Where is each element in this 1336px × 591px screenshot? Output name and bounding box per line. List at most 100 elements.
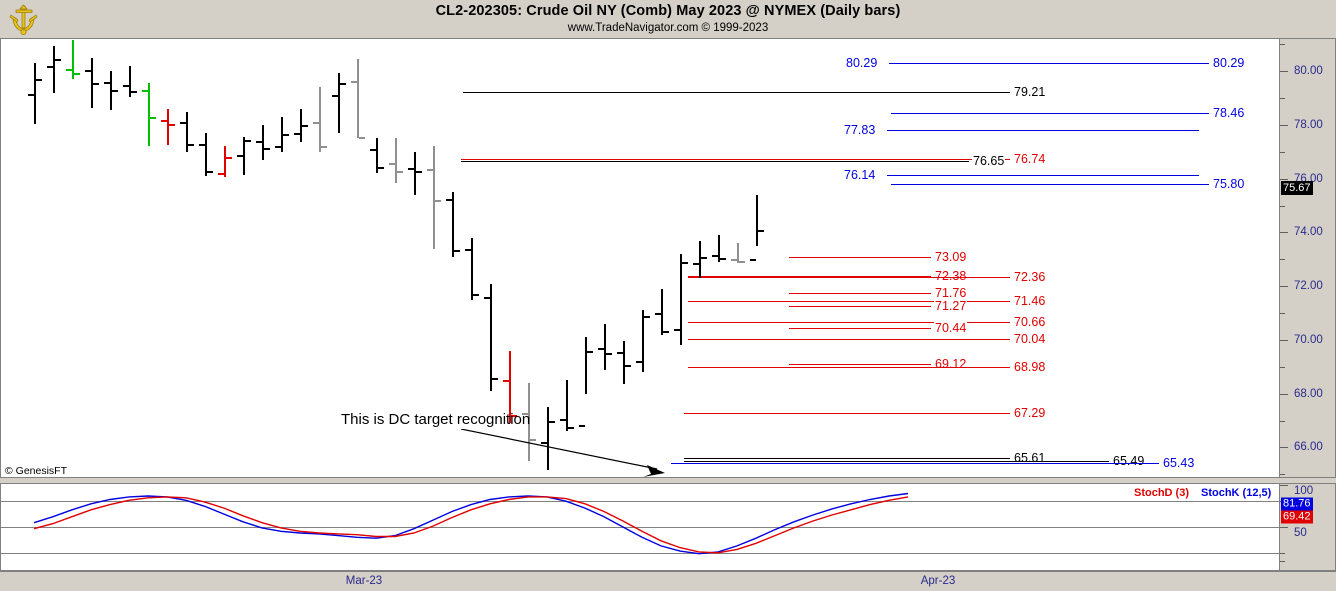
price-level-line[interactable] <box>789 292 931 294</box>
stoch-axis-label: 100 <box>1294 485 1314 497</box>
ohlc-bar[interactable] <box>186 111 188 152</box>
stoch-axis-tick <box>1280 485 1288 486</box>
ohlc-bar[interactable] <box>205 133 207 177</box>
ohlc-bar[interactable] <box>224 146 226 178</box>
price-axis[interactable]: 80.00 78.00 76.00 74.00 72.00 70.00 68.00 66.00… <box>1280 38 1336 478</box>
ohlc-close-tick <box>473 294 479 297</box>
ohlc-bar[interactable] <box>148 83 150 147</box>
price-level-line[interactable] <box>684 457 1010 459</box>
ohlc-bar[interactable] <box>699 240 701 279</box>
price-level-line[interactable] <box>671 462 1159 464</box>
date-axis[interactable]: Mar-23 Apr-23 <box>0 571 1336 591</box>
ohlc-bar[interactable] <box>319 87 321 152</box>
ohlc-bar[interactable] <box>433 146 435 249</box>
price-level-line[interactable] <box>789 328 931 330</box>
price-level-line[interactable] <box>887 129 1199 131</box>
price-axis-label: 68.00 <box>1294 387 1323 400</box>
ohlc-bar[interactable] <box>680 253 682 346</box>
price-axis-minor-tick <box>1280 366 1285 368</box>
ohlc-bar[interactable] <box>338 72 340 134</box>
ohlc-close-tick <box>321 146 327 149</box>
price-level-line[interactable] <box>463 92 1010 94</box>
ohlc-bar[interactable] <box>395 138 397 183</box>
price-level-line[interactable] <box>684 412 1010 414</box>
ohlc-bar[interactable] <box>566 380 568 432</box>
ohlc-bar[interactable] <box>72 40 74 80</box>
ohlc-bar[interactable] <box>91 57 93 108</box>
stochastic-curves <box>33 492 909 555</box>
price-level-line[interactable] <box>688 322 1010 324</box>
ohlc-bar[interactable] <box>452 192 454 257</box>
ohlc-bar[interactable] <box>509 350 511 424</box>
ohlc-close-tick <box>625 365 631 368</box>
price-level-line[interactable] <box>891 184 1209 186</box>
stochastic-gridline <box>1 552 1279 554</box>
date-axis-label: Mar-23 <box>345 575 383 587</box>
ohlc-open-tick <box>142 90 148 93</box>
ohlc-bar[interactable] <box>604 323 606 370</box>
price-level-label: 79.21 <box>1013 85 1047 100</box>
ohlc-bar[interactable] <box>756 194 758 246</box>
ohlc-bar[interactable] <box>623 341 625 385</box>
ohlc-close-tick <box>131 91 137 94</box>
ohlc-bar[interactable] <box>376 138 378 174</box>
ohlc-close-tick <box>207 170 213 173</box>
ohlc-bar[interactable] <box>110 71 112 111</box>
price-level-line[interactable] <box>461 161 969 163</box>
ohlc-open-tick <box>617 352 623 355</box>
ohlc-bar[interactable] <box>53 45 55 93</box>
ohlc-close-tick <box>169 123 175 126</box>
ohlc-open-tick <box>389 162 395 165</box>
ohlc-bar[interactable] <box>262 124 264 160</box>
price-level-line[interactable] <box>789 363 931 365</box>
ohlc-bar[interactable] <box>281 116 283 152</box>
ohlc-open-tick <box>636 361 642 364</box>
ohlc-open-tick <box>560 419 566 422</box>
ohlc-bar[interactable] <box>490 283 492 391</box>
stochastic-axis[interactable]: 100 50 81.76 69.42 <box>1280 483 1336 571</box>
ohlc-bar[interactable] <box>528 382 530 461</box>
ohlc-bar[interactable] <box>471 237 473 300</box>
ohlc-close-tick <box>549 420 555 423</box>
price-level-line[interactable] <box>889 63 1209 65</box>
price-chart-pane[interactable]: 80.29 80.29 79.21 78.46 77.83 76.74 76.65 76.14… <box>0 38 1280 478</box>
price-axis-minor-tick <box>1280 151 1285 153</box>
ohlc-close-tick <box>188 143 194 146</box>
ohlc-open-tick <box>104 81 110 84</box>
price-level-line[interactable] <box>891 112 1209 114</box>
ohlc-bar[interactable] <box>357 59 359 139</box>
ohlc-open-tick <box>85 69 91 72</box>
price-level-line[interactable] <box>684 461 1109 463</box>
price-axis-minor-tick <box>1280 474 1285 476</box>
ohlc-bar[interactable] <box>547 407 549 471</box>
ohlc-bar[interactable] <box>414 151 416 195</box>
ohlc-bar[interactable] <box>718 235 720 263</box>
ohlc-bar[interactable] <box>129 65 131 97</box>
price-level-line[interactable] <box>461 158 1010 160</box>
stochastic-pane[interactable]: StochD (3) StochK (12,5) <box>0 483 1280 571</box>
ohlc-open-tick <box>218 173 224 176</box>
ohlc-bar[interactable] <box>167 108 169 146</box>
price-level-line[interactable] <box>887 174 1199 176</box>
ohlc-bar[interactable] <box>737 243 739 264</box>
price-axis-tick <box>1280 178 1288 180</box>
ohlc-bar[interactable] <box>243 137 245 175</box>
price-level-line[interactable] <box>688 276 1010 278</box>
ohlc-bar[interactable] <box>585 337 587 394</box>
current-price-flag: 75.67 <box>1281 180 1313 195</box>
price-level-line[interactable] <box>688 367 1010 369</box>
stoch-axis-label: 50 <box>1294 527 1307 539</box>
page-title: CL2-202305: Crude Oil NY (Comb) May 2023… <box>435 3 901 19</box>
ohlc-bar[interactable] <box>661 288 663 335</box>
price-level-line[interactable] <box>688 338 1010 340</box>
ohlc-bar[interactable] <box>34 63 36 124</box>
price-level-line[interactable] <box>688 300 1010 302</box>
ohlc-bar[interactable] <box>300 108 302 143</box>
ohlc-close-tick <box>378 166 384 169</box>
ohlc-bar[interactable] <box>642 310 644 373</box>
price-axis-label: 70.00 <box>1294 333 1323 346</box>
chart-header: CL2-202305: Crude Oil NY (Comb) May 2023… <box>0 0 1336 38</box>
price-level-line[interactable] <box>789 256 931 258</box>
price-level-line[interactable] <box>789 305 931 307</box>
price-level-line[interactable] <box>688 276 931 277</box>
